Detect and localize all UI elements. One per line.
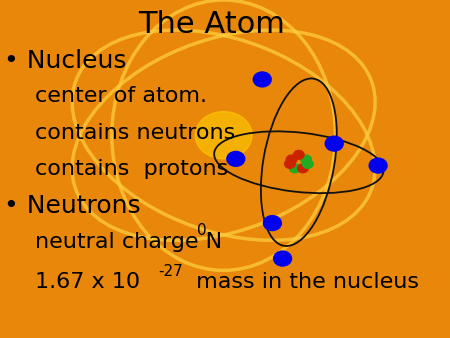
Circle shape <box>369 158 387 173</box>
Circle shape <box>297 164 308 173</box>
Circle shape <box>286 155 297 164</box>
Circle shape <box>301 155 311 164</box>
Text: contains  protons: contains protons <box>35 159 228 179</box>
Text: The Atom: The Atom <box>138 10 285 39</box>
Text: 1.67 x 10: 1.67 x 10 <box>35 272 140 292</box>
Text: 0: 0 <box>197 223 207 238</box>
Circle shape <box>227 151 245 166</box>
Circle shape <box>263 216 281 231</box>
Text: • Nucleus: • Nucleus <box>4 49 126 73</box>
Circle shape <box>293 150 304 159</box>
Circle shape <box>195 112 252 159</box>
Text: neutral charge N: neutral charge N <box>35 232 222 251</box>
Circle shape <box>289 164 300 173</box>
Text: mass in the nucleus: mass in the nucleus <box>189 272 419 292</box>
Circle shape <box>302 160 313 168</box>
Text: • Neutrons: • Neutrons <box>4 194 141 218</box>
Text: center of atom.: center of atom. <box>35 86 207 106</box>
Circle shape <box>253 72 271 87</box>
Circle shape <box>284 160 295 168</box>
Circle shape <box>325 136 343 151</box>
Text: contains neutrons: contains neutrons <box>35 123 235 143</box>
Text: -27: -27 <box>158 264 183 279</box>
Circle shape <box>274 251 292 266</box>
